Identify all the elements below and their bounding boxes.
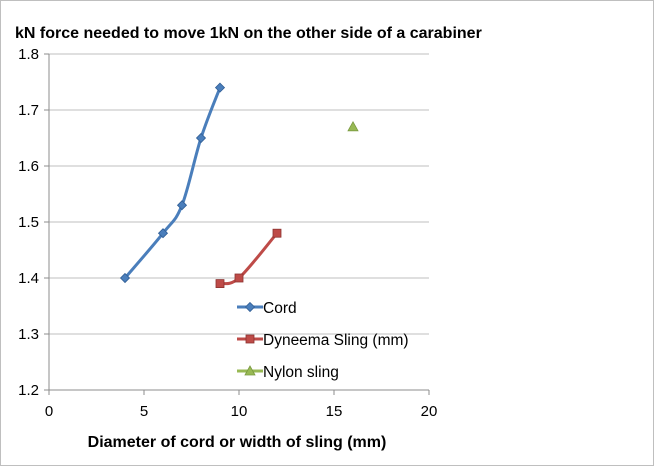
y-tick-label-1.4: 1.4 (18, 270, 39, 287)
data-point-cord-3 (195, 132, 207, 144)
x-tick-label-15: 15 (326, 403, 343, 420)
data-point-cord-4 (214, 82, 226, 93)
y-tick-label-1.2: 1.2 (18, 382, 39, 399)
legend: Cord Dyneema Sling (mm) Nylon sling (237, 300, 409, 381)
y-tick-label-1.3: 1.3 (18, 326, 39, 343)
x-tick-label-20: 20 (421, 403, 438, 420)
data-point-nylon-sling-0 (347, 120, 359, 132)
legend-label-cord: Cord (263, 300, 297, 317)
data-point-cord-2 (176, 200, 188, 211)
data-point-dyneema-sling-mm-1 (234, 273, 244, 283)
data-point-cord-1 (157, 228, 169, 239)
grid-lines (49, 53, 429, 335)
tick-labels: 1.2 1.3 1.4 1.5 1.6 1.7 1.8 0 5 10 15 20 (18, 46, 437, 420)
data-point-dyneema-sling-mm-0 (215, 279, 225, 289)
x-axis-title: Diameter of cord or width of sling (mm) (88, 434, 387, 451)
y-tick-label-1.6: 1.6 (18, 158, 39, 175)
legend-item-nylon-sling: Nylon sling (237, 364, 339, 381)
x-tick-label-10: 10 (231, 403, 248, 420)
series-line-dyneema-sling-mm (218, 231, 279, 286)
legend-label-dyneema-sling-mm: Dyneema Sling (mm) (263, 332, 409, 349)
data-point-cord-0 (119, 272, 131, 284)
series-nylon-sling (347, 120, 359, 132)
data-series (119, 82, 359, 289)
y-tick-label-1.8: 1.8 (18, 46, 39, 63)
y-tick-label-1.7: 1.7 (18, 102, 39, 119)
series-cord (119, 82, 226, 284)
legend-marker-dyneema-sling-mm (245, 334, 255, 344)
legend-label-nylon-sling: Nylon sling (263, 364, 339, 381)
y-tick-label-1.5: 1.5 (18, 214, 39, 231)
axes (44, 53, 430, 395)
legend-item-cord: Cord (237, 300, 297, 317)
legend-marker-cord (244, 301, 256, 313)
data-point-dyneema-sling-mm-2 (272, 228, 282, 238)
chart-title: kN force needed to move 1kN on the other… (15, 25, 482, 42)
legend-item-dyneema-sling-mm: Dyneema Sling (mm) (237, 332, 409, 349)
series-line-cord (123, 86, 222, 280)
legend-marker-nylon-sling (244, 365, 256, 376)
x-tick-label-0: 0 (45, 403, 53, 420)
series-dyneema-sling-mm (215, 228, 282, 289)
x-tick-label-5: 5 (140, 403, 148, 420)
